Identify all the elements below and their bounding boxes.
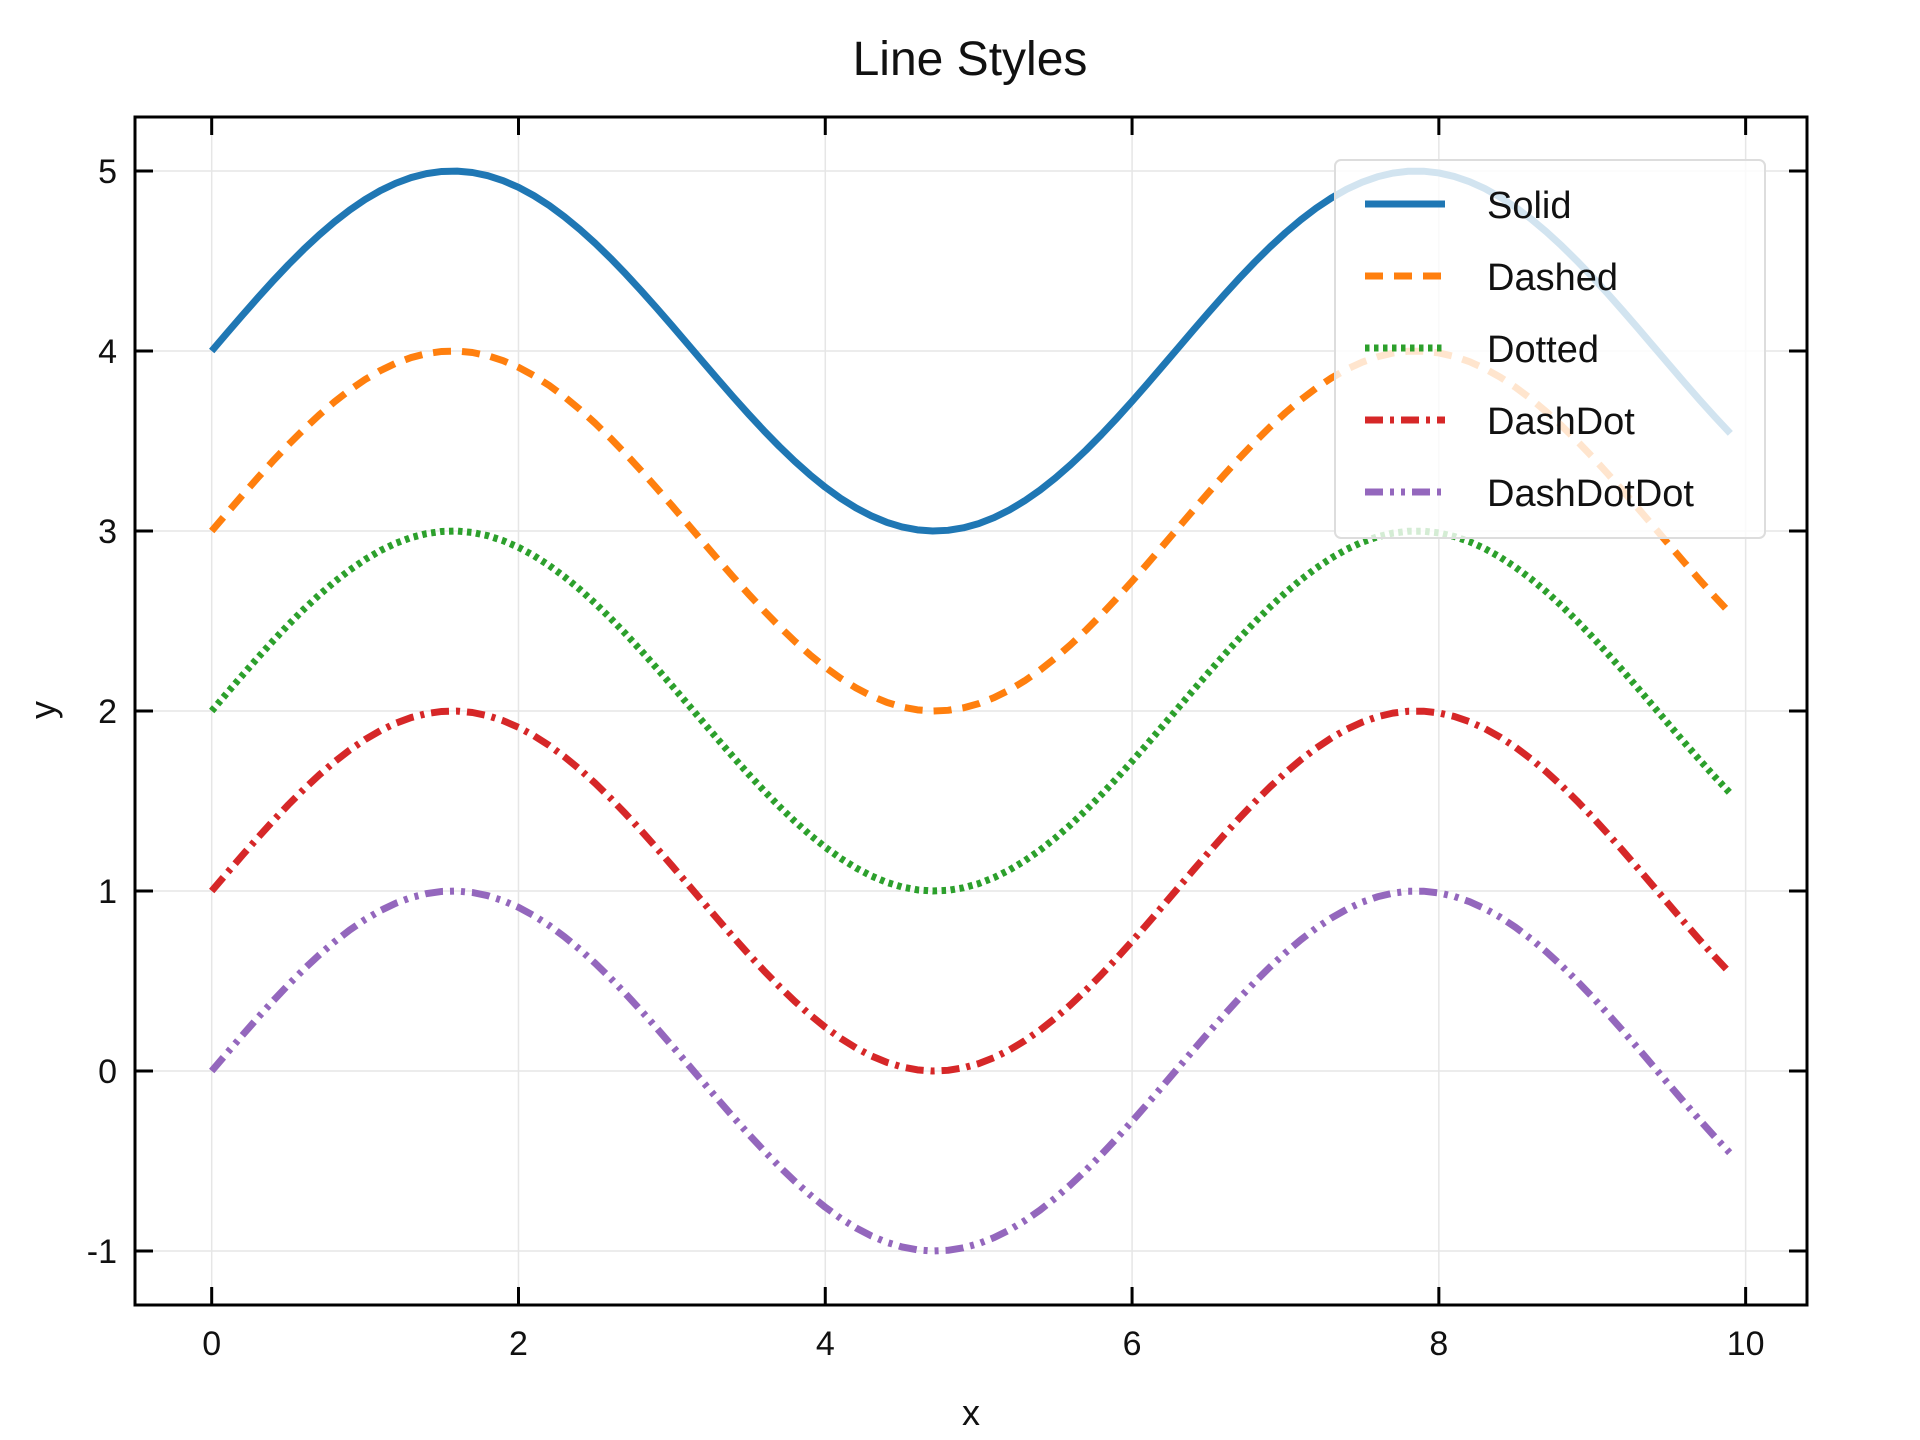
- y-tick-label: 2: [98, 693, 117, 731]
- y-axis-title: y: [22, 701, 63, 719]
- series-line-dashdotdot: [209, 887, 1733, 1255]
- legend-label: DashDotDot: [1487, 473, 1694, 515]
- x-tick-label: 2: [509, 1325, 528, 1363]
- y-tick-label: 4: [98, 333, 117, 371]
- x-tick-label: 0: [202, 1325, 221, 1363]
- legend-box: [1334, 159, 1766, 539]
- legend-label: DashDot: [1487, 401, 1635, 443]
- legend-label: Solid: [1487, 185, 1572, 227]
- y-tick-label: 1: [98, 873, 117, 911]
- y-tick-label: 5: [98, 153, 117, 191]
- series-line-dashdot: [209, 707, 1733, 1075]
- x-axis-title: x: [962, 1392, 980, 1433]
- chart-title: Line Styles: [853, 33, 1088, 86]
- x-tick-label: 6: [1123, 1325, 1142, 1363]
- y-tick-label: -1: [87, 1233, 117, 1271]
- y-tick-label: 0: [98, 1053, 117, 1091]
- x-tick-label: 4: [816, 1325, 835, 1363]
- series-line-dotted: [209, 527, 1733, 895]
- axis-ticks: 0 2 4 6 8 10 -1 0 1 2 3 4 5: [87, 117, 1807, 1363]
- x-tick-label: 8: [1429, 1325, 1448, 1363]
- legend-label: Dotted: [1487, 329, 1599, 371]
- legend-label: Dashed: [1487, 257, 1618, 299]
- x-tick-label: 10: [1727, 1325, 1765, 1363]
- legend: Solid Dashed Dotted DashDot DashDotDot: [1334, 159, 1766, 539]
- y-tick-label: 3: [98, 513, 117, 551]
